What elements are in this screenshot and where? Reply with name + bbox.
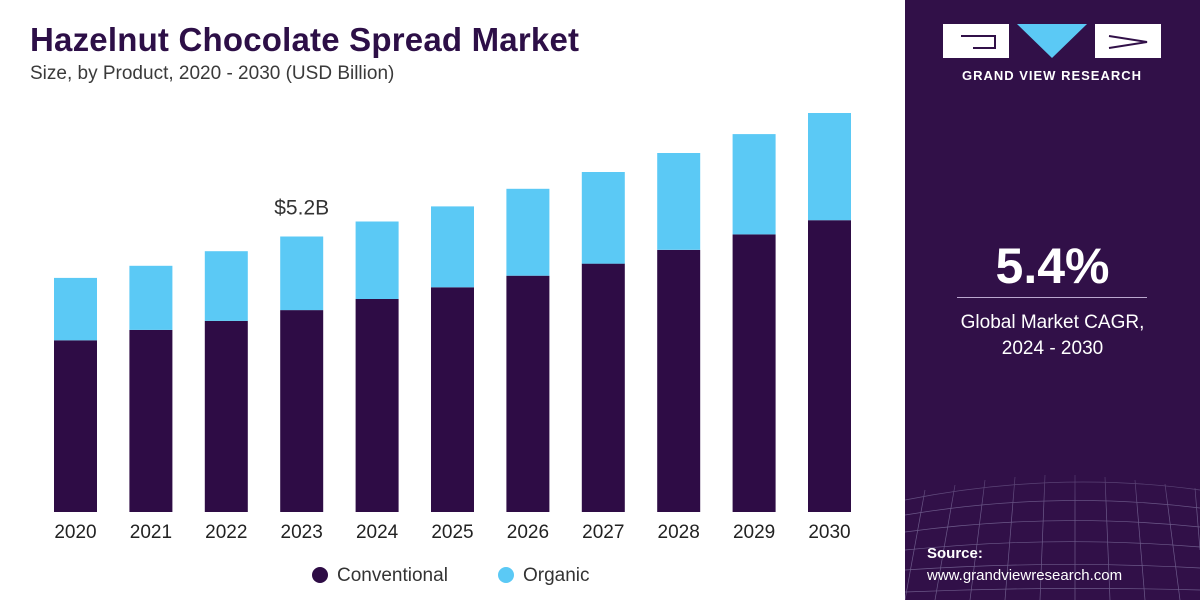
chart-subtitle: Size, by Product, 2020 - 2030 (USD Billi… (30, 63, 395, 84)
bar-organic-2027 (581, 172, 625, 264)
x-tick-label: 2022 (205, 522, 247, 543)
bar-organic-2029 (732, 134, 776, 235)
bar-organic-2026 (506, 188, 550, 276)
cagr-value: 5.4% (995, 238, 1110, 294)
bar-conventional-2030 (808, 220, 851, 512)
cagr-label-line1: Global Market CAGR, (960, 312, 1145, 333)
info-sidebar: GRAND VIEW RESEARCH 5.4% Global Market C… (905, 0, 1200, 600)
x-tick-label: 2023 (281, 522, 323, 543)
bar-conventional-2029 (732, 234, 776, 512)
bar-organic-2020 (54, 277, 97, 341)
bar-chart: 2020 2021 2022 2023 $5.2B 2024 2025 2026 2027 202… (54, 113, 851, 586)
x-tick-label: 2024 (356, 522, 399, 543)
bar-conventional-2028 (657, 249, 701, 512)
x-tick-label: 2028 (658, 522, 700, 543)
bar-conventional-2021 (129, 329, 173, 512)
x-tick-label: 2029 (733, 522, 775, 543)
source-url[interactable]: www.grandviewresearch.com (927, 567, 1123, 584)
gvr-logo-icon (943, 24, 1161, 58)
legend-marker-organic (498, 567, 514, 583)
bar-organic-2021 (129, 265, 173, 330)
chart-panel: 2020 2021 2022 2023 $5.2B 2024 2025 2026 2027 202… (30, 21, 851, 586)
cagr-label-line2: 2024 - 2030 (1001, 338, 1104, 359)
x-tick-label: 2025 (431, 522, 473, 543)
x-tick-label: 2021 (130, 522, 172, 543)
x-tick-label: 2030 (808, 522, 850, 543)
bar-conventional-2027 (581, 263, 625, 512)
legend-label-conventional: Conventional (337, 565, 448, 586)
bar-conventional-2023 (280, 310, 324, 512)
legend-marker-conventional (312, 567, 328, 583)
brand-name: GRAND VIEW RESEARCH (961, 68, 1143, 83)
data-label-annotation: $5.2B (274, 197, 329, 220)
source-heading: Source: (927, 545, 983, 562)
x-tick-label: 2020 (54, 522, 96, 543)
bar-organic-2025 (431, 206, 474, 288)
bar-organic-2022 (204, 251, 248, 321)
grand-view-research-logo: GRAND VIEW RESEARCH (943, 22, 1161, 83)
cagr-label: Global Market CAGR, 2024 - 2030 (905, 310, 1200, 362)
bar-organic-2030 (808, 113, 851, 221)
decorative-grid (905, 430, 1200, 600)
legend-label-organic: Organic (523, 565, 590, 586)
bar-conventional-2024 (355, 298, 399, 512)
bar-conventional-2022 (204, 320, 248, 512)
bar-conventional-2026 (506, 275, 550, 512)
bar-organic-2028 (657, 153, 701, 250)
bar-organic-2024 (355, 221, 399, 299)
bar-organic-2023 (280, 236, 324, 311)
bar-conventional-2020 (54, 340, 97, 512)
bar-conventional-2025 (431, 287, 474, 512)
chart-title: Hazelnut Chocolate Spread Market (30, 21, 580, 58)
x-tick-label: 2027 (582, 522, 624, 543)
x-tick-label: 2026 (507, 522, 549, 543)
cagr-divider (957, 297, 1147, 298)
